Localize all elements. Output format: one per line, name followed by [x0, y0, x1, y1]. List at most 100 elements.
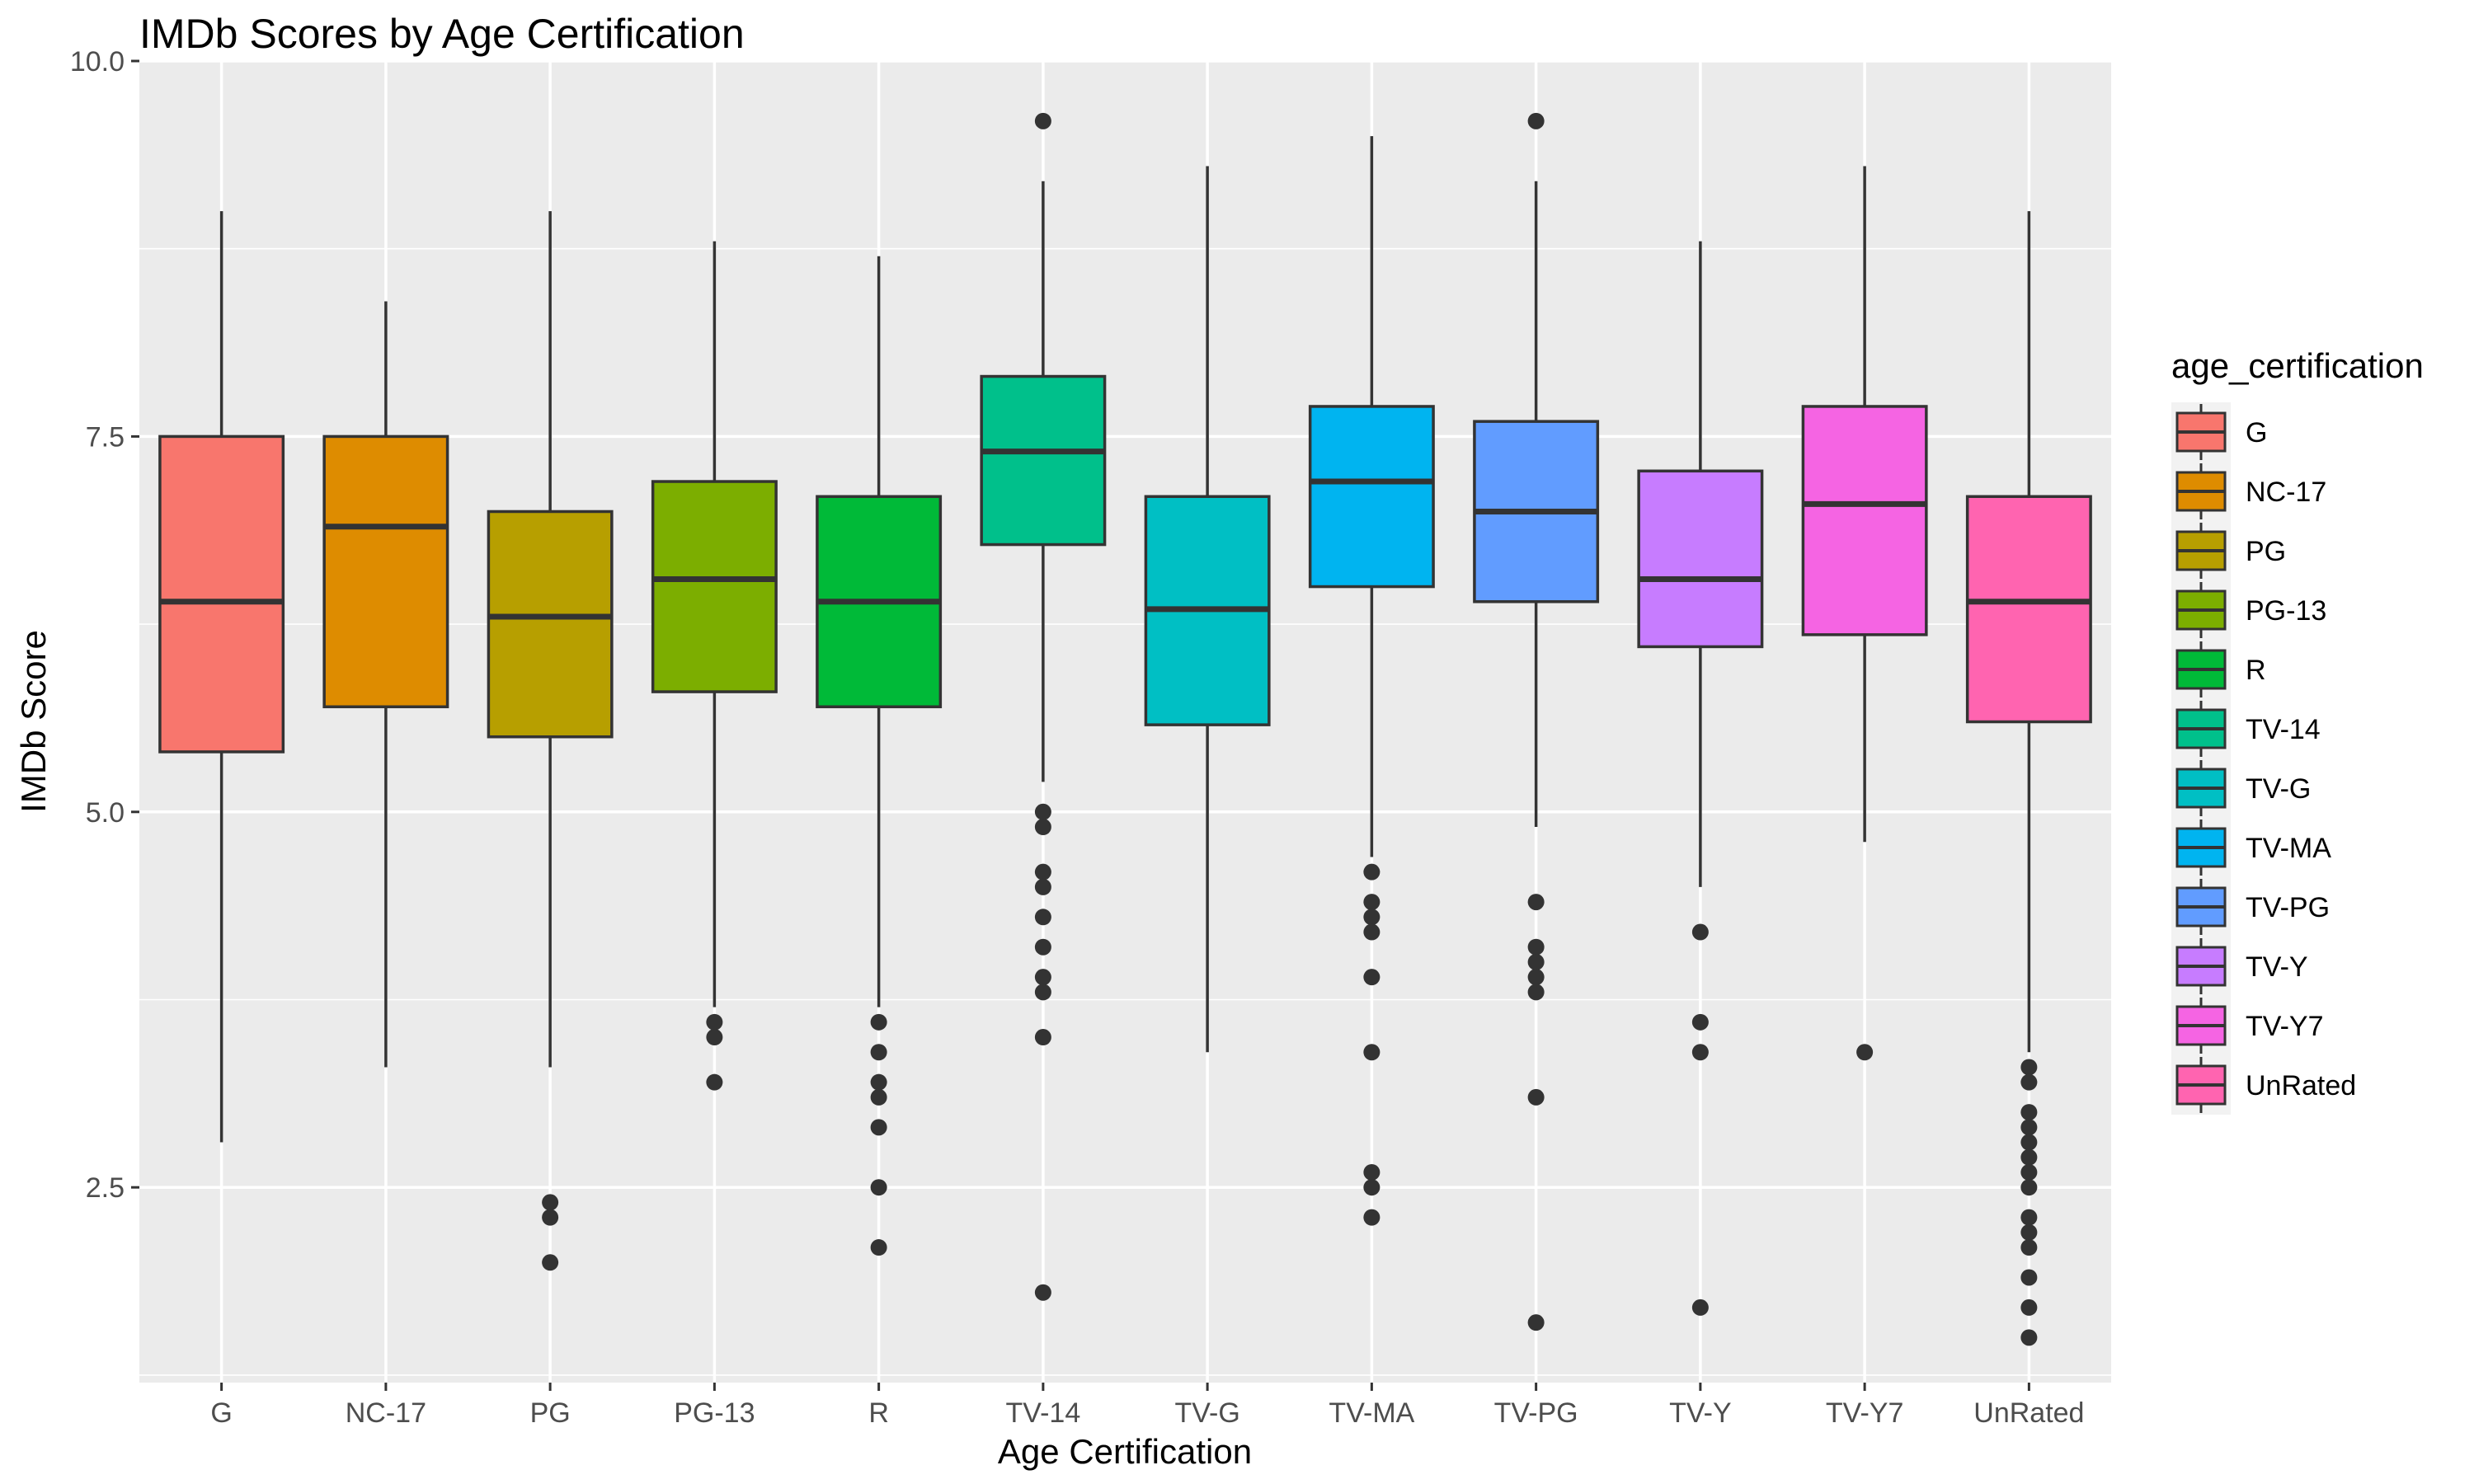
legend-label: PG [2246, 536, 2286, 567]
x-tick-label: TV-PG [1494, 1397, 1578, 1429]
x-tick-label: PG [530, 1397, 571, 1429]
box-tv-14 [980, 112, 1107, 1301]
outlier-point [870, 1119, 887, 1136]
x-axis: G NC-17 PG PG-13 R TV-14 TV-G TV-MA TV-PG TV-Y TV-… [210, 1383, 2084, 1429]
legend-title: age_certification [2171, 346, 2424, 385]
x-tick-label: G [210, 1397, 232, 1429]
legend-item-tv-ma: TV-MA [2171, 818, 2331, 877]
box-r [816, 256, 943, 1256]
outlier-point [1034, 112, 1051, 129]
outlier-point [1691, 1044, 1709, 1061]
chart-title: IMDb Scores by Age Certification [139, 11, 745, 57]
x-tick-label: TV-Y [1669, 1397, 1732, 1429]
outlier-point [2020, 1298, 2038, 1316]
outlier-point [1034, 984, 1051, 1001]
outlier-point [1034, 1029, 1051, 1046]
outlier-point [2020, 1239, 2038, 1256]
outlier-point [1363, 909, 1380, 926]
legend-item-tv-y7: TV-Y7 [2171, 996, 2323, 1055]
box-unrated [1965, 211, 2092, 1346]
outlier-point [1527, 1314, 1545, 1331]
outlier-point [2020, 1073, 2038, 1091]
iqr-box [1965, 495, 2092, 724]
outlier-point [1527, 969, 1545, 986]
outlier-point [1363, 863, 1380, 881]
legend-label: UnRated [2246, 1070, 2356, 1101]
outlier-point [542, 1254, 559, 1271]
outlier-point [1363, 1209, 1380, 1226]
x-tick-label: TV-G [1174, 1397, 1239, 1429]
box-g [158, 211, 285, 1143]
outlier-point [706, 1073, 723, 1091]
iqr-box [1308, 405, 1435, 589]
legend-item-g: G [2171, 402, 2267, 462]
outlier-point [1363, 894, 1380, 911]
box-tv-y7 [1801, 166, 1928, 1061]
outlier-point [542, 1194, 559, 1211]
outlier-point [1034, 969, 1051, 986]
outlier-point [1527, 984, 1545, 1001]
legend: age_certification G NC-17 PG PG-13 R TV-14 TV-… [2171, 346, 2424, 1115]
box-tv-pg [1473, 112, 1600, 1331]
outlier-point [1363, 923, 1380, 941]
outlier-point [1856, 1044, 1874, 1061]
legend-item-r: R [2171, 640, 2266, 699]
legend-item-tv-y: TV-Y [2171, 937, 2308, 996]
outlier-point [1527, 938, 1545, 956]
box-tv-g [1144, 166, 1271, 1053]
legend-item-tv-pg: TV-PG [2171, 877, 2330, 937]
legend-label: TV-Y [2246, 951, 2308, 983]
y-axis: 2.5 5.0 7.5 10.0 [70, 46, 139, 1204]
legend-item-tv-14: TV-14 [2171, 699, 2321, 758]
x-tick-label: R [868, 1397, 889, 1429]
outlier-point [2020, 1104, 2038, 1121]
legend-label: TV-MA [2246, 833, 2331, 864]
iqr-box [487, 510, 614, 739]
outlier-point [1527, 953, 1545, 970]
outlier-point [1527, 1088, 1545, 1106]
iqr-box [980, 374, 1107, 547]
y-tick-label: 2.5 [86, 1172, 125, 1204]
outlier-point [1691, 1298, 1709, 1316]
iqr-box [1801, 405, 1928, 636]
legend-label: TV-PG [2246, 892, 2330, 923]
legend-item-unrated: UnRated [2171, 1055, 2356, 1115]
box-pg [487, 211, 614, 1271]
outlier-point [1527, 112, 1545, 129]
plot-panel [139, 61, 2111, 1383]
legend-label: G [2246, 417, 2267, 448]
iqr-box [158, 434, 285, 754]
outlier-point [1034, 938, 1051, 956]
outlier-point [2020, 1269, 2038, 1286]
legend-item-tv-g: TV-G [2171, 758, 2311, 818]
x-tick-label: TV-Y7 [1826, 1397, 1903, 1429]
legend-label: NC-17 [2246, 477, 2326, 508]
outlier-point [870, 1088, 887, 1106]
outlier-point [1034, 819, 1051, 836]
outlier-point [2020, 1148, 2038, 1166]
iqr-box [322, 434, 449, 709]
outlier-point [2020, 1179, 2038, 1196]
box-tv-y [1637, 241, 1764, 1316]
legend-label: PG-13 [2246, 595, 2326, 627]
outlier-point [2020, 1059, 2038, 1076]
iqr-box [651, 480, 778, 693]
x-axis-title: Age Certification [998, 1432, 1252, 1471]
outlier-point [1363, 1163, 1380, 1181]
box-nc-17 [322, 301, 449, 1068]
outlier-point [1363, 1044, 1380, 1061]
outlier-point [1363, 1179, 1380, 1196]
outlier-point [870, 1073, 887, 1091]
legend-label: TV-14 [2246, 714, 2321, 745]
legend-item-nc-17: NC-17 [2171, 462, 2326, 521]
y-tick-label: 5.0 [86, 797, 125, 829]
legend-item-pg-13: PG-13 [2171, 580, 2326, 640]
outlier-point [870, 1179, 887, 1196]
x-tick-label: TV-14 [1006, 1397, 1081, 1429]
outlier-point [870, 1013, 887, 1031]
box-tv-ma [1308, 136, 1435, 1226]
outlier-point [1034, 1284, 1051, 1301]
outlier-point [2020, 1329, 2038, 1346]
outlier-point [1034, 803, 1051, 820]
